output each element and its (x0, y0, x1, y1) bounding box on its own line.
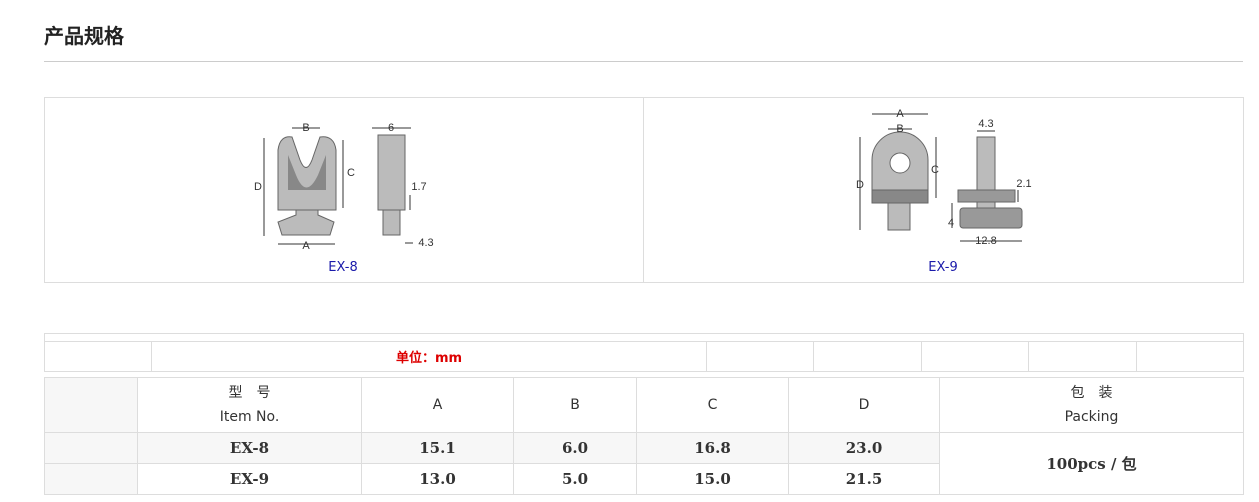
dim-label: 6 (388, 122, 394, 134)
header-cell: Packing (1064, 409, 1119, 425)
caption: EX-9 (928, 260, 958, 275)
dim-label: 1.7 (411, 181, 426, 193)
dim-label: 4.3 (978, 118, 993, 130)
cell: 15.1 (361, 432, 514, 464)
cell: 100pcs / 包 (939, 432, 1244, 495)
cell: 23.0 (788, 432, 940, 464)
dim-label: 2.1 (1016, 178, 1031, 190)
dim-label: B (302, 122, 309, 134)
cell: 13.0 (361, 463, 514, 495)
image-box (44, 97, 1244, 283)
cell: 6.0 (513, 432, 637, 464)
dim-label: C (931, 164, 939, 176)
cell: EX-9 (137, 463, 362, 495)
cell: 15.0 (636, 463, 789, 495)
dim-label: A (302, 240, 310, 252)
cell: 21.5 (788, 463, 940, 495)
divider (643, 98, 644, 282)
cell: 16.8 (636, 432, 789, 464)
dim-label: A (896, 108, 904, 120)
unit: 单位：mm (151, 341, 707, 372)
dim-label: B (896, 123, 903, 135)
ex9-drawing (859, 113, 1023, 242)
header-cell: D (788, 377, 940, 433)
dim-label: 4 (948, 217, 954, 229)
header-cell: 包 装 (1070, 385, 1113, 401)
unit-table: 单位：mm (43, 333, 1245, 372)
header-cell: B (513, 377, 637, 433)
dim-label: 4.3 (418, 237, 433, 249)
divider (44, 61, 1243, 62)
header-cell: C (636, 377, 789, 433)
cell: EX-8 (137, 432, 362, 464)
header-cell: 型 号 (228, 385, 271, 401)
spec-table: 型 号 Item No. A B C D 包 装 Packing EX-8 15.1… (44, 377, 1244, 495)
dim-label: 12.8 (975, 235, 996, 247)
title: 产品规格 (44, 24, 124, 48)
caption: EX-8 (328, 260, 358, 275)
header-cell: Item No. (219, 409, 280, 425)
ex8-drawing (263, 127, 413, 245)
dim-label: D (254, 181, 262, 193)
header-cell: A (361, 377, 514, 433)
dim-label: D (856, 179, 864, 191)
cell: 5.0 (513, 463, 637, 495)
dim-label: C (347, 167, 355, 179)
diagrams: B 6 C D 1.7 A 4.3 A B 4.3 D C 2.1 4 12.8 (254, 108, 1032, 252)
